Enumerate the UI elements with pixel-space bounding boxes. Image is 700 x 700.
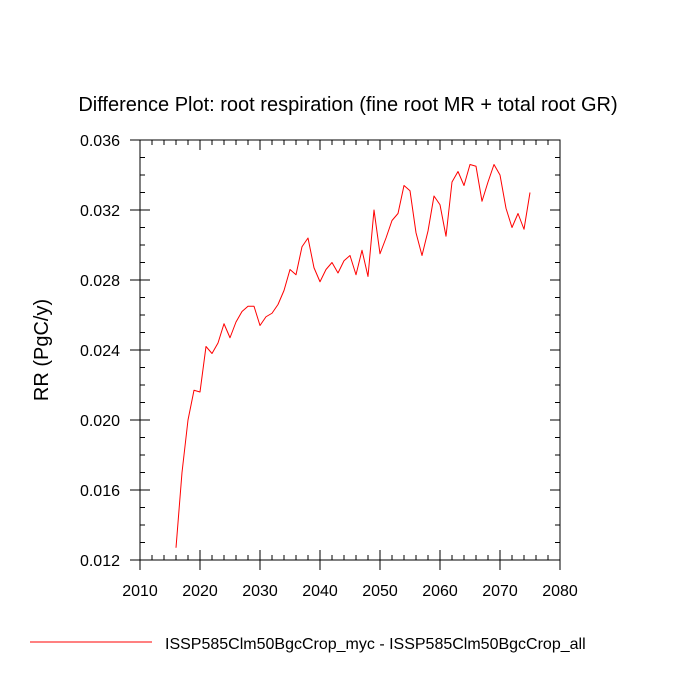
x-tick-label: 2030 [242, 583, 278, 600]
legend: ISSP585Clm50BgcCrop_myc - ISSP585Clm50Bg… [30, 636, 586, 653]
series-line [175, 164, 531, 548]
x-tick-label: 2070 [482, 583, 518, 600]
y-tick-label: 0.032 [80, 203, 120, 220]
y-tick-label: 0.028 [80, 273, 120, 290]
x-axis-ticks [139, 140, 561, 570]
y-tick-label: 0.036 [80, 133, 120, 150]
x-tick-label: 2060 [422, 583, 458, 600]
y-axis-ticks [130, 139, 560, 561]
chart-title: Difference Plot: root respiration (fine … [78, 94, 617, 116]
x-tick-label: 2080 [542, 583, 578, 600]
y-axis-label: RR (PgC/y) [31, 299, 53, 401]
series-lines [175, 164, 531, 548]
y-tick-label: 0.012 [80, 553, 120, 570]
y-tick-label: 0.016 [80, 483, 120, 500]
legend-label: ISSP585Clm50BgcCrop_myc - ISSP585Clm50Bg… [165, 636, 586, 653]
x-tick-label: 2010 [122, 583, 158, 600]
y-tick-label: 0.020 [80, 413, 120, 430]
x-axis-tick-labels: 2010 2020 2030 2040 2050 2060 2070 2080 [122, 583, 578, 600]
plot-frame [139, 139, 561, 561]
x-tick-label: 2020 [182, 583, 218, 600]
y-tick-label: 0.024 [80, 343, 120, 360]
x-tick-label: 2040 [302, 583, 338, 600]
y-axis-tick-labels: 0.012 0.016 0.020 0.024 0.028 0.032 0.036 [80, 133, 120, 570]
x-tick-label: 2050 [362, 583, 398, 600]
